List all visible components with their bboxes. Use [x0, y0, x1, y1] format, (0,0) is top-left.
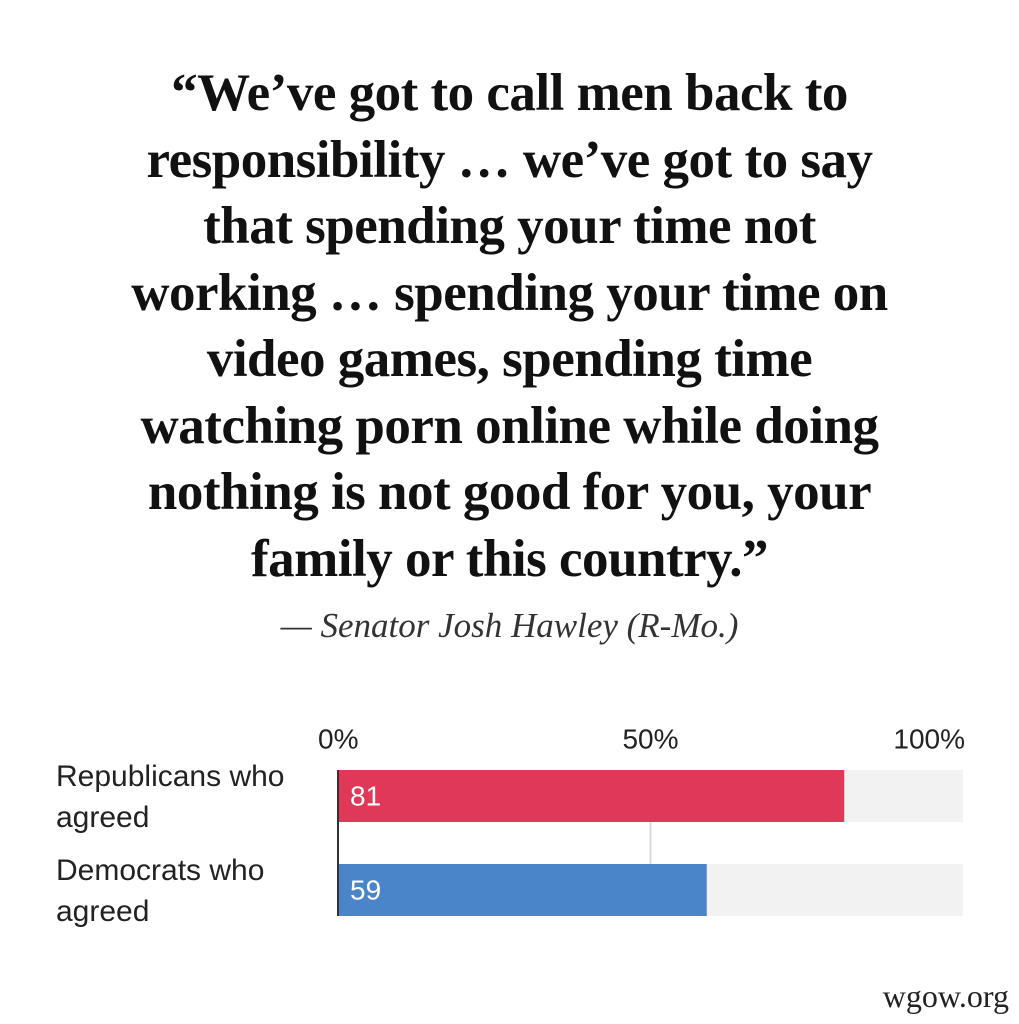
quote-line: video games, spending time [206, 330, 813, 388]
x-tick-label: 50% [622, 723, 678, 754]
watermark: wgow.org [882, 978, 1009, 1014]
x-tick-label: 100% [893, 723, 965, 754]
quote-line: that spending your time not [203, 197, 816, 255]
quote: “We’ve got to call men back to responsibi… [0, 60, 1019, 592]
bar [338, 864, 707, 916]
quote-line: responsibility … we’ve got to say [146, 130, 873, 189]
x-tick-label: 0% [318, 723, 358, 754]
quote-line: family or this country.” [250, 529, 769, 588]
quote-line: “We’ve got to call men back to [171, 64, 848, 122]
quote-line: nothing is not good for you, your [147, 463, 872, 521]
category-label: Democrats who agreed [56, 854, 265, 928]
category-label: Republicans who agreed [56, 760, 285, 834]
attribution: — Senator Josh Hawley (R-Mo.) [280, 606, 739, 645]
bar-value-label: 59 [350, 874, 381, 905]
bar [338, 770, 845, 822]
quote-line: working … spending your time on [131, 263, 888, 322]
bar-value-label: 81 [350, 780, 381, 811]
quote-line: watching porn online while doing [140, 396, 879, 455]
